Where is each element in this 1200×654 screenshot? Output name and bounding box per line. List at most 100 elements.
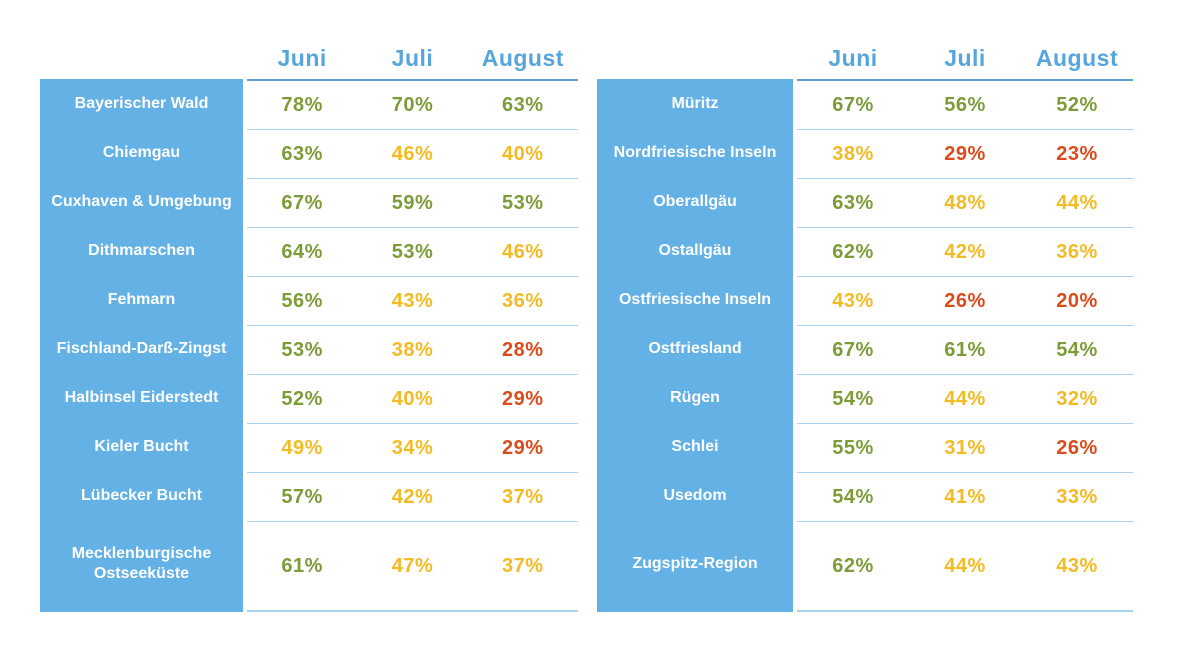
table-row: 67% 61% 54% [797, 326, 1133, 375]
region-label: Ostallgäu [658, 241, 732, 259]
occupancy-value: 61% [281, 554, 323, 577]
column-header-juli: Juli [391, 45, 434, 71]
occupancy-value: 40% [391, 387, 434, 410]
region-label: Chiemgau [102, 143, 181, 161]
table-row: 43% 26% 20% [797, 277, 1133, 326]
occupancy-value: 43% [832, 289, 874, 312]
occupancy-value: 43% [391, 289, 434, 312]
column-header-juni: Juni [828, 45, 878, 71]
occupancy-value: 33% [1056, 485, 1098, 508]
occupancy-value: 20% [1056, 289, 1098, 312]
region-label: Cuxhaven & Umgebung [51, 192, 232, 210]
occupancy-value: 43% [1056, 554, 1098, 577]
table-row: 67% 59% 53% [247, 179, 578, 228]
region-label: Oberallgäu [653, 192, 737, 210]
occupancy-value: 55% [832, 436, 874, 459]
column-header-juni: Juni [277, 45, 327, 71]
occupancy-value: 29% [944, 142, 986, 165]
table-body: Bayerischer Wald Chiemgau Cuxhaven & Umgeb… [40, 79, 578, 612]
occupancy-value: 67% [832, 93, 874, 116]
table-row: 38% 29% 23% [797, 130, 1133, 179]
occupancy-value: 48% [944, 191, 986, 214]
occupancy-value: 26% [944, 289, 986, 312]
value-grid: 67% 56% 52% 38% 29% 23% 63% 48% 44% 62% 42% 36% 43% 2… [797, 79, 1133, 612]
occupancy-value: 36% [1056, 240, 1098, 263]
month-header-row: Juni Juli August [247, 38, 578, 79]
table-row: 64% 53% 46% [247, 228, 578, 277]
occupancy-value: 37% [502, 485, 544, 508]
occupancy-value: 32% [1056, 387, 1098, 410]
label-column: Bayerischer Wald Chiemgau Cuxhaven & Umgeb… [40, 79, 243, 612]
occupancy-value: 56% [281, 289, 323, 312]
occupancy-value: 29% [502, 387, 544, 410]
region-label: Dithmarschen [88, 241, 195, 259]
occupancy-value: 53% [391, 240, 434, 263]
occupancy-value: 38% [391, 338, 434, 361]
occupancy-value: 34% [391, 436, 434, 459]
occupancy-value: 28% [502, 338, 544, 361]
occupancy-value: 23% [1056, 142, 1098, 165]
occupancy-value: 67% [281, 191, 323, 214]
occupancy-value: 63% [832, 191, 874, 214]
table-row: 52% 40% 29% [247, 375, 578, 424]
region-label: Rügen [670, 388, 720, 406]
table-row: 53% 38% 28% [247, 326, 578, 375]
table-row: 62% 42% 36% [797, 228, 1133, 277]
occupancy-value: 31% [944, 436, 986, 459]
occupancy-value: 36% [502, 289, 544, 312]
region-label: Ostfriesische Inseln [618, 290, 772, 308]
occupancy-value: 49% [281, 436, 323, 459]
region-label: Zugspitz-Region [632, 555, 758, 572]
occupancy-value: 67% [832, 338, 874, 361]
region-label: Ostfriesland [648, 339, 742, 357]
table-row: 67% 56% 52% [797, 81, 1133, 130]
region-label: Halbinsel Eiderstedt [64, 388, 219, 406]
occupancy-value: 53% [281, 338, 323, 361]
column-header-august: August [481, 45, 564, 71]
occupancy-value: 63% [281, 142, 323, 165]
occupancy-table-right: Juni Juli August Müritz Nordfriesische In… [597, 38, 1133, 612]
occupancy-value: 70% [391, 93, 434, 116]
region-label: Schlei [671, 437, 719, 455]
column-header-juli: Juli [944, 45, 986, 71]
region-label: Bayerischer Wald [74, 94, 209, 112]
table-row: 62% 44% 43% [797, 522, 1133, 610]
table-row: 78% 70% 63% [247, 81, 578, 130]
table-row: 54% 41% 33% [797, 473, 1133, 522]
region-label: Müritz [671, 94, 719, 112]
occupancy-table-left: Juni Juli August Bayerischer Wald Chiemga… [40, 38, 578, 612]
occupancy-value: 57% [281, 485, 323, 508]
occupancy-value: 41% [944, 485, 986, 508]
occupancy-value: 52% [281, 387, 323, 410]
table-row: 61% 47% 37% [247, 522, 578, 610]
occupancy-value: 62% [832, 240, 874, 263]
region-label: Mecklenburgische Ostseeküste [71, 545, 212, 582]
occupancy-value: 47% [391, 554, 434, 577]
table-row: 54% 44% 32% [797, 375, 1133, 424]
occupancy-value: 56% [944, 93, 986, 116]
occupancy-value: 64% [281, 240, 323, 263]
occupancy-value: 46% [502, 240, 544, 263]
occupancy-value: 54% [832, 387, 874, 410]
table-body: Müritz Nordfriesische Inseln Oberallgäu Ost… [597, 79, 1133, 612]
region-label: Fischland-Darß-Zingst [56, 339, 227, 357]
occupancy-value: 37% [502, 554, 544, 577]
occupancy-value: 29% [502, 436, 544, 459]
region-label: Nordfriesische Inseln [613, 143, 777, 161]
table-row: 55% 31% 26% [797, 424, 1133, 473]
occupancy-value: 44% [1056, 191, 1098, 214]
occupancy-value: 38% [832, 142, 874, 165]
occupancy-value: 54% [1056, 338, 1098, 361]
occupancy-value: 52% [1056, 93, 1098, 116]
occupancy-value: 44% [944, 387, 986, 410]
occupancy-value: 59% [391, 191, 434, 214]
occupancy-value: 44% [944, 554, 986, 577]
table-row: 63% 48% 44% [797, 179, 1133, 228]
value-grid: 78% 70% 63% 63% 46% 40% 67% 59% 53% 64% 53% 46% 56% 4… [247, 79, 578, 612]
region-label: Usedom [663, 486, 727, 504]
table-row: 49% 34% 29% [247, 424, 578, 473]
occupancy-value: 63% [502, 93, 544, 116]
occupancy-value: 78% [281, 93, 323, 116]
occupancy-value: 42% [391, 485, 434, 508]
